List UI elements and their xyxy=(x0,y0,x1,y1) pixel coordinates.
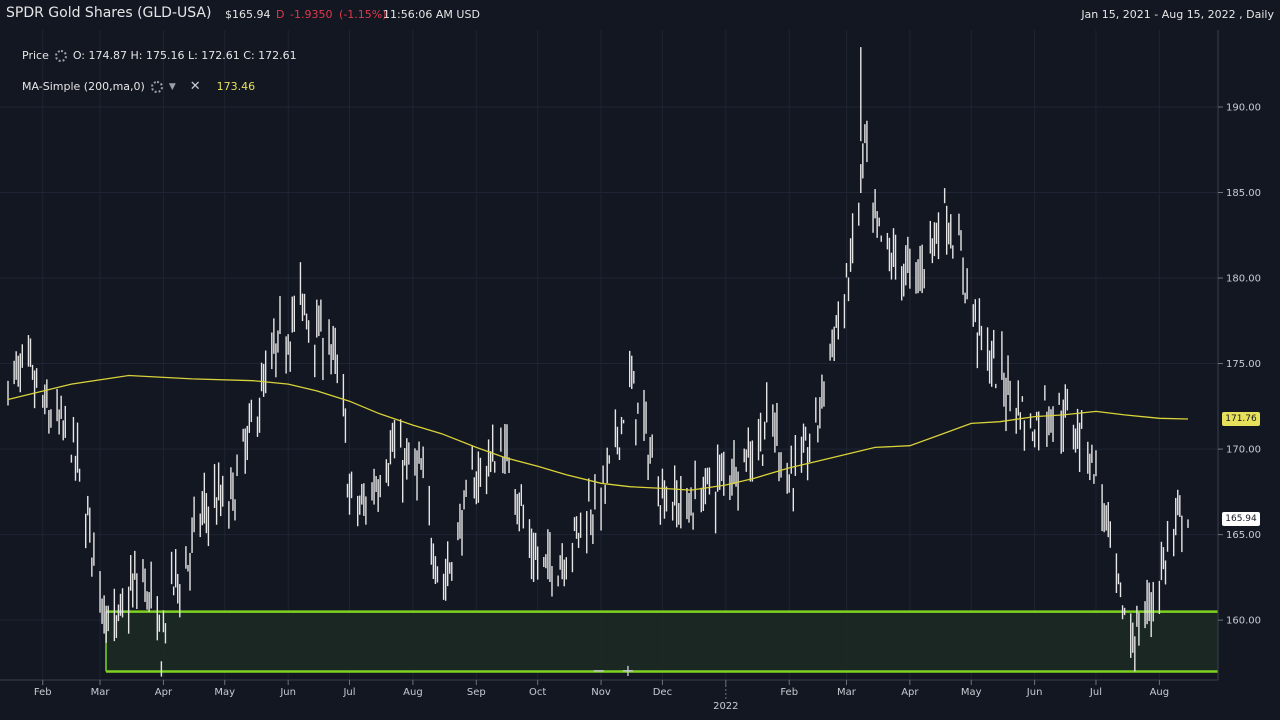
time-axis-label: Dec xyxy=(653,687,672,698)
ma-200-line xyxy=(7,374,1189,491)
time-axis-label: May xyxy=(961,687,982,698)
ma-price-tag: 171.76 xyxy=(1222,411,1260,426)
price-axis-label: 165.00 xyxy=(1226,530,1261,541)
time-axis-label: Feb xyxy=(780,687,798,698)
ohlc-bars xyxy=(7,120,1189,677)
time-axis-label: Jul xyxy=(1089,687,1102,698)
quote-time: 11:56:06 AM USD xyxy=(383,8,480,21)
time-axis-label: Feb xyxy=(34,687,52,698)
time-axis-label: Mar xyxy=(91,687,111,698)
ma-legend: MA-Simple (200,ma,0) ▼ ✕ 173.46 xyxy=(22,79,255,94)
time-axis-label: Jun xyxy=(279,687,296,698)
time-axis-label: Apr xyxy=(155,687,173,698)
ma-remove-close-icon[interactable]: ✕ xyxy=(189,79,201,94)
time-axis-label: Apr xyxy=(901,687,919,698)
price-change: -1.9350 xyxy=(290,8,333,21)
support-zone xyxy=(106,611,1218,672)
price-legend-label: Price xyxy=(22,49,49,62)
time-axis-label: Jun xyxy=(1026,687,1043,698)
time-axis-label: Nov xyxy=(591,687,611,698)
price-legend: Price O: 174.87 H: 175.16 L: 172.61 C: 1… xyxy=(22,49,297,62)
ohlc-values: O: 174.87 H: 175.16 L: 172.61 C: 172.61 xyxy=(72,49,297,62)
time-axis-year-label: 2022 xyxy=(713,701,738,712)
price-settings-gear-icon[interactable] xyxy=(54,49,67,62)
time-axis-label: Sep xyxy=(467,687,486,698)
ma-chevron-down-icon[interactable]: ▼ xyxy=(168,81,176,92)
delay-flag: D xyxy=(276,8,285,21)
price-axis-label: 160.00 xyxy=(1226,616,1261,627)
price-axis-label: 185.00 xyxy=(1226,188,1261,199)
ma-legend-label: MA-Simple (200,ma,0) xyxy=(22,80,145,93)
price-axis-label: 170.00 xyxy=(1226,445,1261,456)
last-price: $165.94 xyxy=(225,8,271,21)
date-range: Jan 15, 2021 - Aug 15, 2022 , Daily xyxy=(1081,8,1274,21)
ma-legend-value: 173.46 xyxy=(216,80,256,93)
time-axis-label: Oct xyxy=(529,687,546,698)
zoom-in-button[interactable]: + xyxy=(621,661,635,680)
price-axis-label: 175.00 xyxy=(1226,359,1261,370)
last-price-tag: 165.94 xyxy=(1222,511,1260,526)
time-axis-label: Jul xyxy=(342,687,355,698)
time-axis-label: Aug xyxy=(403,687,423,698)
ma-settings-gear-icon[interactable] xyxy=(150,80,163,93)
chart-header: SPDR Gold Shares (GLD-USA) $165.94 D -1.… xyxy=(0,0,1280,30)
price-change-percent: (-1.15%) xyxy=(339,8,387,21)
symbol-title: SPDR Gold Shares (GLD-USA) xyxy=(6,5,212,21)
time-axis-label: Mar xyxy=(837,687,857,698)
zoom-out-button[interactable]: − xyxy=(592,661,606,680)
time-axis-label: Aug xyxy=(1150,687,1170,698)
price-axis-label: 180.00 xyxy=(1226,274,1261,285)
price-axis-label: 190.00 xyxy=(1226,102,1261,113)
time-axis-label: May xyxy=(214,687,235,698)
